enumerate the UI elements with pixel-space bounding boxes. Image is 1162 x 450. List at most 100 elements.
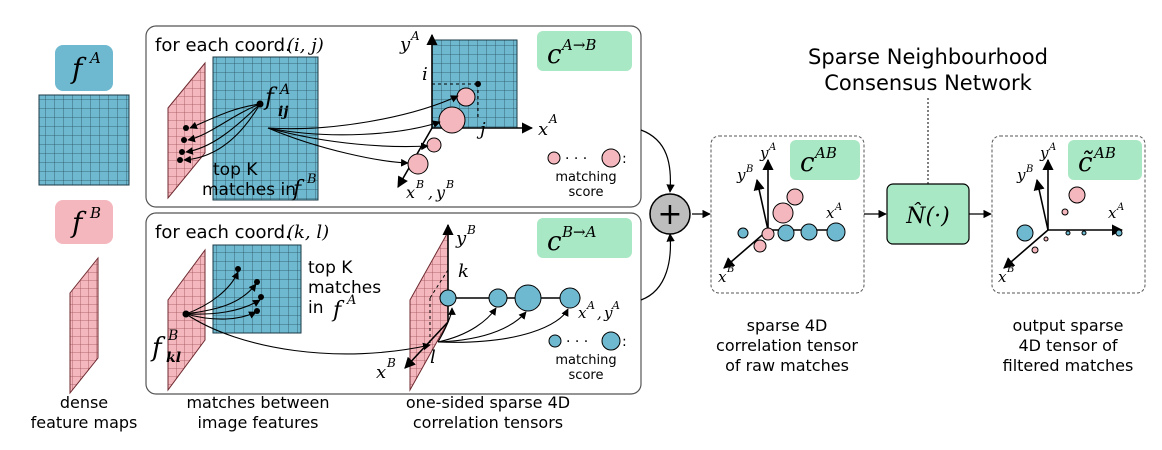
bottom-fB-plane: [167, 248, 206, 392]
bottom-match-arrows: [185, 271, 261, 320]
fA-sup: A: [88, 49, 101, 67]
top-header: for each coord.: [155, 35, 291, 56]
top-tick-i: i: [422, 64, 428, 85]
top-corner-y-sup: B: [445, 178, 454, 191]
ctilde-c: c̃: [1078, 148, 1094, 178]
top-axis-x: x: [538, 119, 548, 140]
bottom-topk-3: in: [308, 298, 324, 318]
output-tensor-circles: [1016, 186, 1123, 254]
caption-output-3: filtered matches: [1003, 356, 1134, 375]
top-score-large: [601, 148, 621, 168]
out-y-B-sup: B: [1025, 164, 1033, 175]
top-score-label-1: matching: [555, 170, 616, 185]
bottom-badge: [537, 218, 632, 258]
raw-x-A-sup: A: [834, 202, 842, 213]
top-topk-f-sup: B: [306, 172, 317, 187]
top-score-dots: · · ·: [565, 151, 587, 167]
top-coord: (i, j): [287, 35, 324, 56]
top-f-sup: A: [278, 82, 290, 98]
top-corner-x: x: [406, 183, 415, 202]
top-tick-j: j: [476, 119, 486, 140]
top-badge: [537, 31, 632, 71]
bottom-score-colon: :: [622, 334, 627, 350]
raw-y-A-sup: A: [768, 142, 776, 153]
top-score-label-2: score: [569, 185, 604, 200]
output-tensor-axes: [1003, 158, 1124, 269]
bottom-header: for each coord.: [155, 222, 291, 243]
feature-map-A-group: f A: [38, 45, 130, 186]
raw-y-A: y: [759, 144, 769, 162]
caption-output-1: output sparse: [1013, 316, 1124, 335]
fB-badge: [55, 200, 113, 244]
raw-x-B-sup: B: [726, 264, 734, 275]
ctilde-sup: AB: [1092, 144, 1116, 162]
dense-feature-map-A: [38, 94, 130, 186]
bottom-tick-l: l: [430, 347, 436, 368]
bottom-f-sub: kl: [166, 350, 181, 366]
bottom-topk-1: top K: [308, 258, 353, 278]
caption-output-2: 4D tensor of: [1018, 336, 1117, 355]
caption-onesided-1: one-sided sparse 4D: [406, 393, 570, 412]
bottom-score-large: [601, 331, 621, 351]
network-box-label: N̂(·): [905, 203, 949, 229]
raw-tensor-circles: [737, 188, 846, 253]
top-topk-1: top K: [213, 160, 258, 180]
top-corner-y: y: [435, 183, 446, 202]
out-x-B: x: [998, 268, 1007, 286]
bottom-topk-2: matches: [308, 278, 381, 298]
top-score-arrows: [267, 95, 459, 167]
top-axis-y: y: [399, 34, 411, 55]
caption-matches-1: matches between: [186, 393, 329, 412]
top-match-arrows: [183, 103, 261, 164]
caption-matches-2: image features: [197, 413, 318, 432]
bottom-axis-y-sup: B: [466, 223, 476, 237]
top-score-small: [547, 151, 561, 165]
out-y-B: y: [1016, 166, 1026, 184]
top-f-sub: ij: [278, 104, 288, 120]
bottom-axis-y: y: [455, 228, 467, 249]
bottom-right-x-sup: A: [586, 299, 595, 312]
top-topk-2: matches in: [202, 180, 296, 200]
raw-y-B: y: [736, 166, 746, 184]
network-title-2: Consensus Network: [824, 71, 1032, 95]
bottom-fA-map: [212, 244, 302, 334]
caption-dense-2: feature maps: [31, 413, 138, 432]
top-score-colon: :: [622, 151, 627, 167]
fA-badge: [55, 45, 113, 91]
raw-y-B-sup: B: [745, 164, 753, 175]
bottom-coord: (k, l): [287, 222, 329, 243]
sum-node: [649, 193, 691, 235]
bottom-match-circles: [439, 284, 581, 312]
caption-sparse-1: sparse 4D: [747, 316, 828, 335]
top-corner-sep: ,: [428, 183, 433, 202]
bottom-badge-sup: B→A: [561, 223, 597, 241]
top-match-circles: [407, 87, 476, 175]
bottom-score-small: [548, 334, 562, 348]
ctilde-badge: [1068, 140, 1142, 180]
bottom-score-label-1: matching: [555, 353, 616, 368]
caption-sparse-2: correlation tensor: [716, 336, 858, 355]
top-axis-y-sup: A: [410, 29, 420, 43]
panel-to-sum-arrows: [640, 129, 711, 301]
raw-x-A: x: [826, 204, 835, 222]
bottom-axis-x: x: [376, 362, 386, 383]
fB-sup: B: [89, 204, 101, 222]
out-y-A-sup: A: [1048, 142, 1056, 153]
caption-onesided-2: correlation tensors: [413, 413, 563, 432]
out-x-A-sup: A: [1116, 202, 1124, 213]
caption-sparse-3: of raw matches: [725, 356, 849, 375]
out-x-B-sup: B: [1006, 264, 1014, 275]
top-axis-x-sup: A: [548, 112, 558, 126]
bottom-right-y: y: [603, 304, 613, 322]
bottom-tick-k: k: [458, 261, 469, 282]
raw-x-B: x: [718, 268, 727, 286]
bottom-score-arrows: [185, 307, 569, 355]
bottom-topk-f-sup: A: [346, 293, 356, 308]
bottom-right-y-sup: A: [611, 299, 620, 312]
cAB-sup: AB: [813, 144, 837, 162]
sum-symbol: +: [657, 197, 682, 232]
top-badge-sup: A→B: [560, 36, 596, 54]
bottom-axis-x-sup: B: [386, 356, 396, 370]
